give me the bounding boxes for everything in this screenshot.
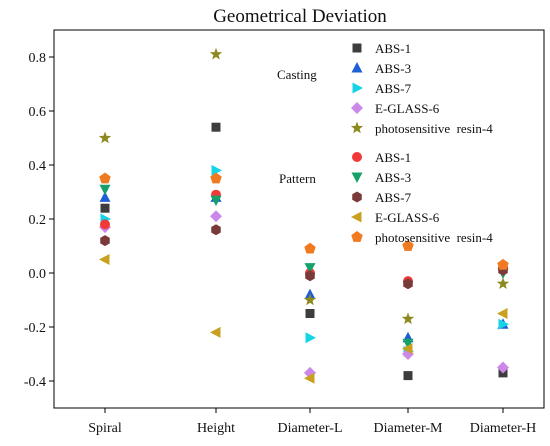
data-point-pattern-triangle-left [210,326,221,338]
data-point-pattern-triangle-down [99,184,111,196]
legend-entry-label: ABS-3 [375,61,411,76]
y-tick-label: -0.2 [24,321,46,336]
data-points [98,47,510,384]
data-point-casting-star [496,277,510,290]
data-point-pattern-pentagon [497,258,509,270]
data-point-casting-diamond [210,210,222,223]
data-point-pattern-triangle-down [210,195,222,207]
x-axis: Spiral Height Diameter-L Diameter-M Diameter… [88,408,536,436]
legend-marker [351,172,363,183]
legend: Casting ABS-1 ABS-3 ABS-7 E-GLASS-6 photosens… [277,41,493,245]
y-tick-label: 0.6 [29,105,47,120]
data-point-casting-square [403,371,413,381]
data-point-casting-star [98,131,112,144]
x-tick-label: Spiral [88,421,122,436]
x-tick-label: Diameter-H [470,421,537,436]
data-point-pattern-triangle-down [304,263,316,274]
legend-marker [352,82,363,94]
chart-title: Geometrical Deviation [213,6,387,27]
legend-entry-label: ABS-1 [375,150,411,165]
legend-marker [351,62,363,73]
data-point-pattern-pentagon [99,172,111,184]
data-point-casting-square [305,309,315,318]
legend-marker [352,191,362,203]
legend-entry-label: ABS-1 [375,41,411,56]
data-point-pattern-hexagon [403,278,413,290]
data-point-pattern-triangle-left [99,254,110,265]
legend-entry-label: photosensitive resin-4 [375,230,493,245]
x-tick-label: Diameter-M [374,421,443,436]
plot-frame [53,29,545,409]
data-point-pattern-hexagon [305,270,315,282]
legend-entry-label: ABS-7 [375,81,412,96]
legend-marker [352,152,362,162]
legend-marker [351,102,363,114]
data-point-casting-star [401,312,415,325]
data-point-casting-star [303,293,317,306]
data-point-pattern-triangle-down [402,338,414,350]
x-tick-label: Height [197,421,235,436]
y-tick-label: 0.2 [29,213,47,228]
data-point-pattern-pentagon [210,172,222,184]
legend-marker [350,121,364,134]
legend-group-label: Casting [277,67,317,82]
data-point-pattern-hexagon [100,235,110,247]
data-point-pattern-hexagon [211,224,221,236]
data-point-pattern-circle [100,219,110,230]
data-point-casting-triangle-right [498,318,509,330]
legend-entry-label: E-GLASS-6 [375,101,440,116]
data-point-pattern-triangle-left [402,343,413,355]
data-point-casting-star [209,47,223,60]
data-point-casting-diamond [497,361,509,374]
y-tick-label: 0.8 [29,51,47,66]
data-point-casting-triangle-right [305,332,316,344]
data-point-casting-square [100,203,110,213]
y-tick-label: 0.4 [29,159,47,174]
data-point-pattern-triangle-left [497,308,508,319]
data-point-pattern-triangle-left [304,372,315,384]
data-point-pattern-pentagon [402,240,414,251]
legend-entry-label: photosensitive resin-4 [375,121,493,136]
legend-marker [352,43,362,53]
data-point-casting-triangle-right [211,164,222,176]
legend-entry-label: ABS-3 [375,170,411,185]
legend-marker [351,231,363,242]
legend-marker [351,211,362,223]
data-point-casting-square [211,122,221,132]
y-tick-label: 0.0 [29,267,47,282]
legend-group-label: Pattern [279,171,316,186]
x-tick-label: Diameter-L [277,421,342,436]
data-point-casting-triangle-up [99,191,111,202]
y-axis: -0.4 -0.2 0.0 0.2 0.4 0.6 0.8 [24,51,54,390]
legend-entry-label: E-GLASS-6 [375,210,440,225]
data-point-pattern-pentagon [304,242,316,254]
legend-entry-label: ABS-7 [375,190,412,205]
y-tick-label: -0.4 [24,375,46,390]
